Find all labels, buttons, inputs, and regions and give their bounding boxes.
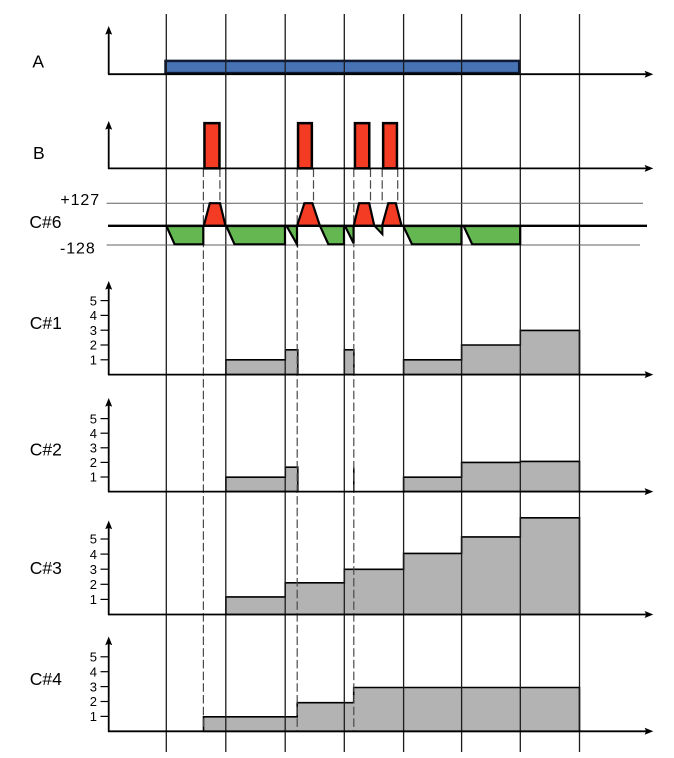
svg-text:C#6: C#6 — [29, 212, 61, 232]
svg-text:C#2: C#2 — [30, 440, 62, 460]
svg-text:3: 3 — [90, 441, 97, 456]
svg-text:4: 4 — [90, 664, 97, 679]
svg-text:2: 2 — [90, 694, 97, 709]
svg-text:4: 4 — [90, 308, 97, 323]
svg-text:2: 2 — [90, 455, 97, 470]
svg-text:3: 3 — [90, 562, 97, 577]
svg-text:5: 5 — [90, 411, 97, 426]
svg-text:5: 5 — [90, 650, 97, 665]
svg-text:C#3: C#3 — [30, 558, 62, 578]
svg-text:1: 1 — [90, 353, 97, 368]
svg-text:-128: -128 — [60, 240, 96, 257]
svg-text:1: 1 — [90, 470, 97, 485]
svg-text:B: B — [33, 143, 45, 163]
svg-text:4: 4 — [90, 426, 97, 441]
svg-text:3: 3 — [90, 323, 97, 338]
svg-text:2: 2 — [90, 338, 97, 353]
svg-text:4: 4 — [90, 547, 97, 562]
svg-text:+127: +127 — [60, 192, 100, 209]
svg-text:5: 5 — [90, 532, 97, 547]
svg-text:1: 1 — [90, 709, 97, 724]
svg-text:C#1: C#1 — [30, 313, 62, 333]
svg-text:3: 3 — [90, 679, 97, 694]
svg-text:5: 5 — [90, 293, 97, 308]
svg-text:C#4: C#4 — [30, 669, 62, 689]
svg-text:2: 2 — [90, 577, 97, 592]
svg-text:A: A — [32, 52, 44, 72]
svg-text:1: 1 — [90, 592, 97, 607]
